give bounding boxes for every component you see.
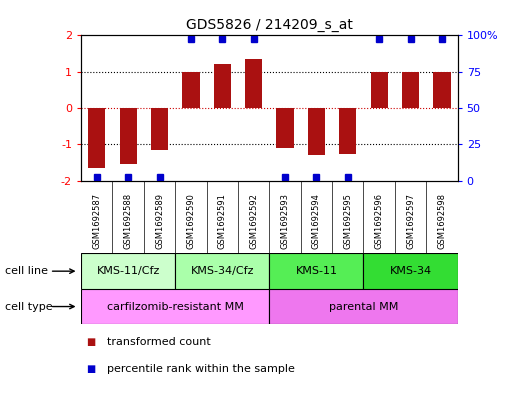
Bar (119, 108, 137, 164)
Bar (182, 72, 199, 108)
Text: GSM1692598: GSM1692598 (437, 193, 447, 249)
Text: percentile rank within the sample: percentile rank within the sample (107, 364, 295, 375)
Text: carfilzomib-resistant MM: carfilzomib-resistant MM (107, 301, 244, 312)
Text: GSM1692597: GSM1692597 (406, 193, 415, 249)
Text: GSM1692591: GSM1692591 (218, 193, 227, 249)
Text: KMS-11: KMS-11 (295, 266, 337, 276)
Bar (269, 289, 458, 324)
Text: ■: ■ (86, 364, 96, 375)
Text: GSM1692593: GSM1692593 (280, 193, 290, 249)
Bar (88, 108, 105, 168)
Bar (81, 253, 175, 289)
Text: transformed count: transformed count (107, 337, 211, 347)
Text: GSM1692589: GSM1692589 (155, 193, 164, 249)
Text: parental MM: parental MM (329, 301, 398, 312)
Bar (213, 64, 231, 108)
Bar (151, 108, 168, 150)
Text: GSM1692592: GSM1692592 (249, 193, 258, 249)
Text: GSM1692587: GSM1692587 (92, 193, 101, 249)
Text: GSM1692595: GSM1692595 (343, 193, 353, 249)
Text: cell line: cell line (5, 266, 48, 276)
Bar (175, 253, 269, 289)
Bar (245, 59, 262, 108)
Bar (81, 289, 269, 324)
Text: GSM1692596: GSM1692596 (374, 193, 384, 249)
Text: GSM1692590: GSM1692590 (186, 193, 196, 249)
Text: KMS-34/Cfz: KMS-34/Cfz (190, 266, 254, 276)
Text: GSM1692588: GSM1692588 (123, 193, 133, 249)
Bar (276, 108, 293, 148)
Bar (402, 72, 419, 108)
Bar (339, 108, 356, 154)
Text: GSM1692594: GSM1692594 (312, 193, 321, 249)
Text: KMS-34: KMS-34 (390, 266, 431, 276)
Title: GDS5826 / 214209_s_at: GDS5826 / 214209_s_at (186, 18, 353, 31)
Bar (269, 253, 363, 289)
Text: KMS-11/Cfz: KMS-11/Cfz (96, 266, 160, 276)
Bar (363, 253, 458, 289)
Text: ■: ■ (86, 337, 96, 347)
Bar (308, 108, 325, 155)
Bar (433, 72, 450, 108)
Text: cell type: cell type (5, 301, 53, 312)
Bar (370, 72, 388, 108)
